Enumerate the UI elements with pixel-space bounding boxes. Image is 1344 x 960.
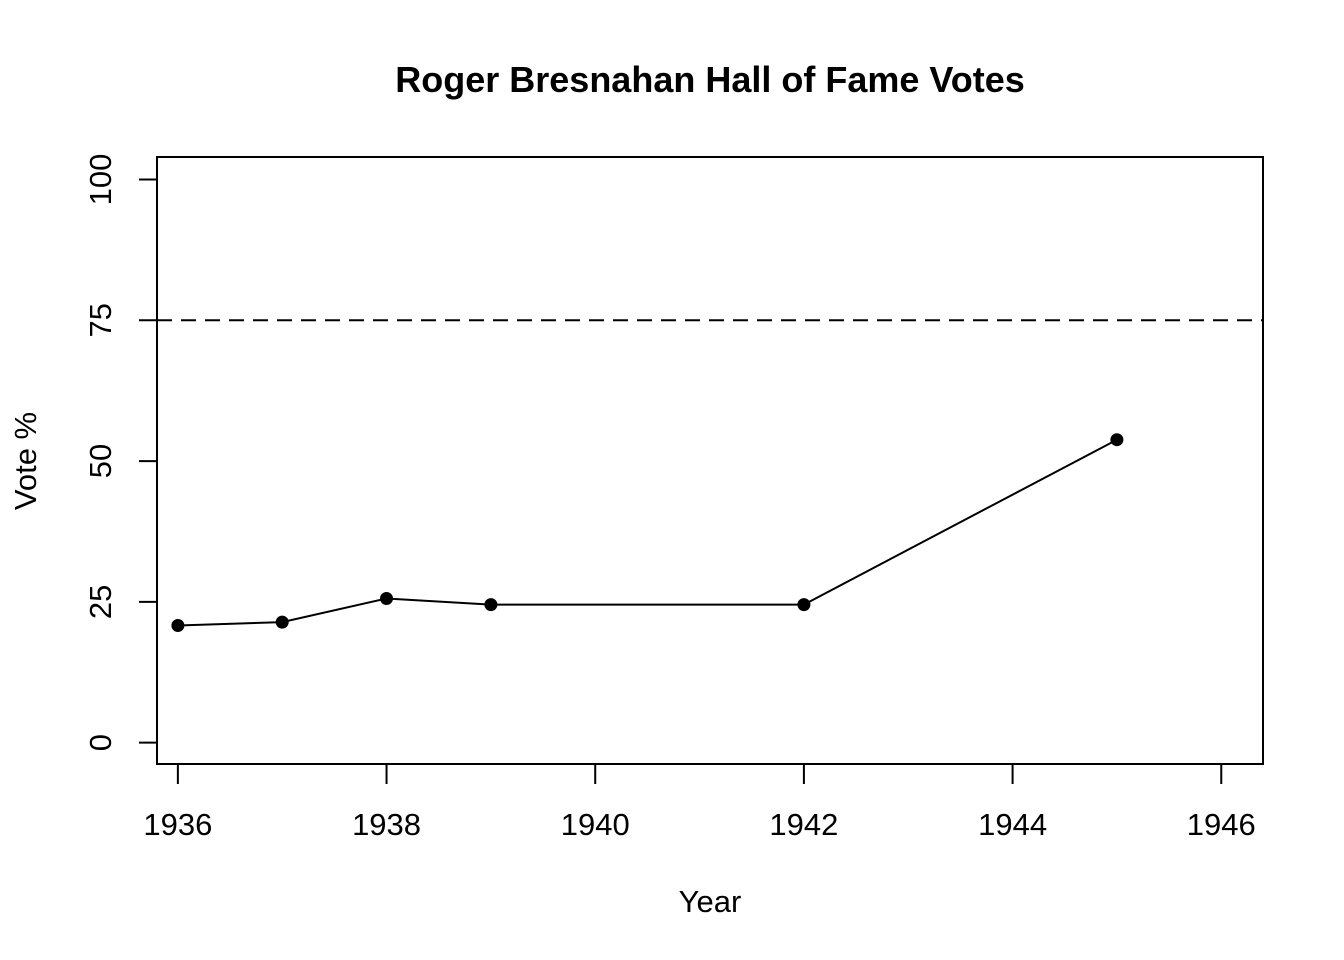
series-line	[177, 438, 1118, 627]
data-point	[1110, 433, 1124, 447]
y-tick-label: 0	[83, 734, 118, 751]
y-axis-label: Vote %	[8, 412, 43, 510]
chart-title: Roger Bresnahan Hall of Fame Votes	[395, 59, 1025, 100]
x-tick-label: 1942	[769, 807, 838, 842]
data-point	[275, 615, 289, 629]
series-layer	[171, 433, 1124, 632]
data-point	[797, 598, 811, 612]
x-tick-label: 1938	[352, 807, 421, 842]
x-axis: 1936 1938 1940 1942 1944 1946	[143, 763, 1256, 842]
y-tick-label: 75	[83, 303, 118, 337]
x-tick-label: 1940	[561, 807, 630, 842]
y-axis: 0 25 50 75 100	[83, 154, 158, 751]
x-axis-label: Year	[679, 884, 742, 919]
x-tick-label: 1944	[978, 807, 1047, 842]
x-tick-label: 1946	[1187, 807, 1256, 842]
data-point	[484, 598, 498, 612]
y-tick-label: 25	[83, 585, 118, 619]
y-tick-label: 50	[83, 444, 118, 478]
x-tick-label: 1936	[143, 807, 212, 842]
data-point	[380, 592, 393, 605]
data-point	[171, 619, 185, 632]
y-tick-label: 100	[83, 154, 118, 206]
